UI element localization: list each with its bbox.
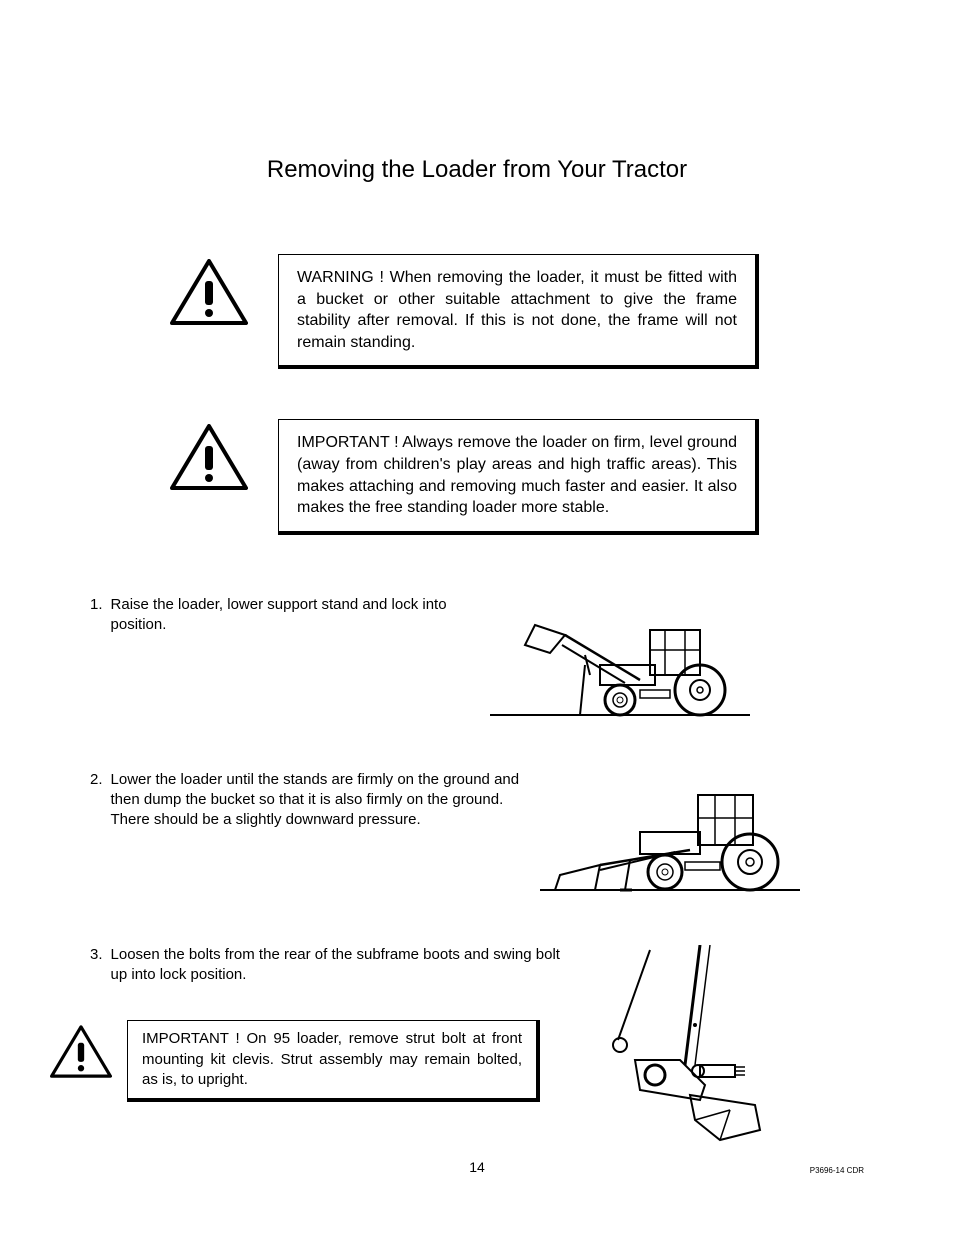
footer-code: P3696-14 CDR — [810, 1166, 864, 1175]
warning-icon — [170, 424, 248, 495]
step-2-row: 2. Lower the loader until the stands are… — [90, 770, 864, 905]
warning-row: WARNING ! When removing the loader, it m… — [90, 254, 864, 369]
warning-text: WARNING ! When removing the loader, it m… — [297, 269, 737, 351]
step-3-text-block: 3. Loosen the bolts from the rear of the… — [90, 945, 560, 986]
document-page: Removing the Loader from Your Tractor WA… — [0, 0, 954, 1235]
step-1-text-block: 1. Raise the loader, lower support stand… — [90, 595, 470, 636]
important-text-1: IMPORTANT ! Always remove the loader on … — [297, 434, 737, 516]
step-3-row: 3. Loosen the bolts from the rear of the… — [90, 945, 864, 1150]
step-2-text: Lower the loader until the stands are fi… — [111, 770, 520, 831]
step-2-text-block: 2. Lower the loader until the stands are… — [90, 770, 520, 831]
step-3-figure — [580, 945, 780, 1150]
step-3-text: Loosen the bolts from the rear of the su… — [111, 945, 560, 986]
important-text-2: IMPORTANT ! On 95 loader, remove strut b… — [142, 1030, 522, 1088]
step-1-row: 1. Raise the loader, lower support stand… — [90, 595, 864, 730]
step-1-text: Raise the loader, lower support stand an… — [111, 595, 470, 636]
important-row-2: IMPORTANT ! On 95 loader, remove strut b… — [50, 1020, 560, 1102]
step-2-figure — [540, 770, 800, 905]
step-1-figure — [490, 595, 750, 730]
step-1-num: 1. — [90, 595, 103, 636]
step-2-num: 2. — [90, 770, 103, 831]
important-box-2: IMPORTANT ! On 95 loader, remove strut b… — [127, 1020, 540, 1102]
important-box-1: IMPORTANT ! Always remove the loader on … — [278, 419, 759, 534]
warning-icon — [50, 1025, 112, 1083]
page-title: Removing the Loader from Your Tractor — [90, 156, 864, 184]
step-3-num: 3. — [90, 945, 103, 986]
warning-box: WARNING ! When removing the loader, it m… — [278, 254, 759, 369]
important-row-1: IMPORTANT ! Always remove the loader on … — [90, 419, 864, 534]
warning-icon — [170, 259, 248, 330]
